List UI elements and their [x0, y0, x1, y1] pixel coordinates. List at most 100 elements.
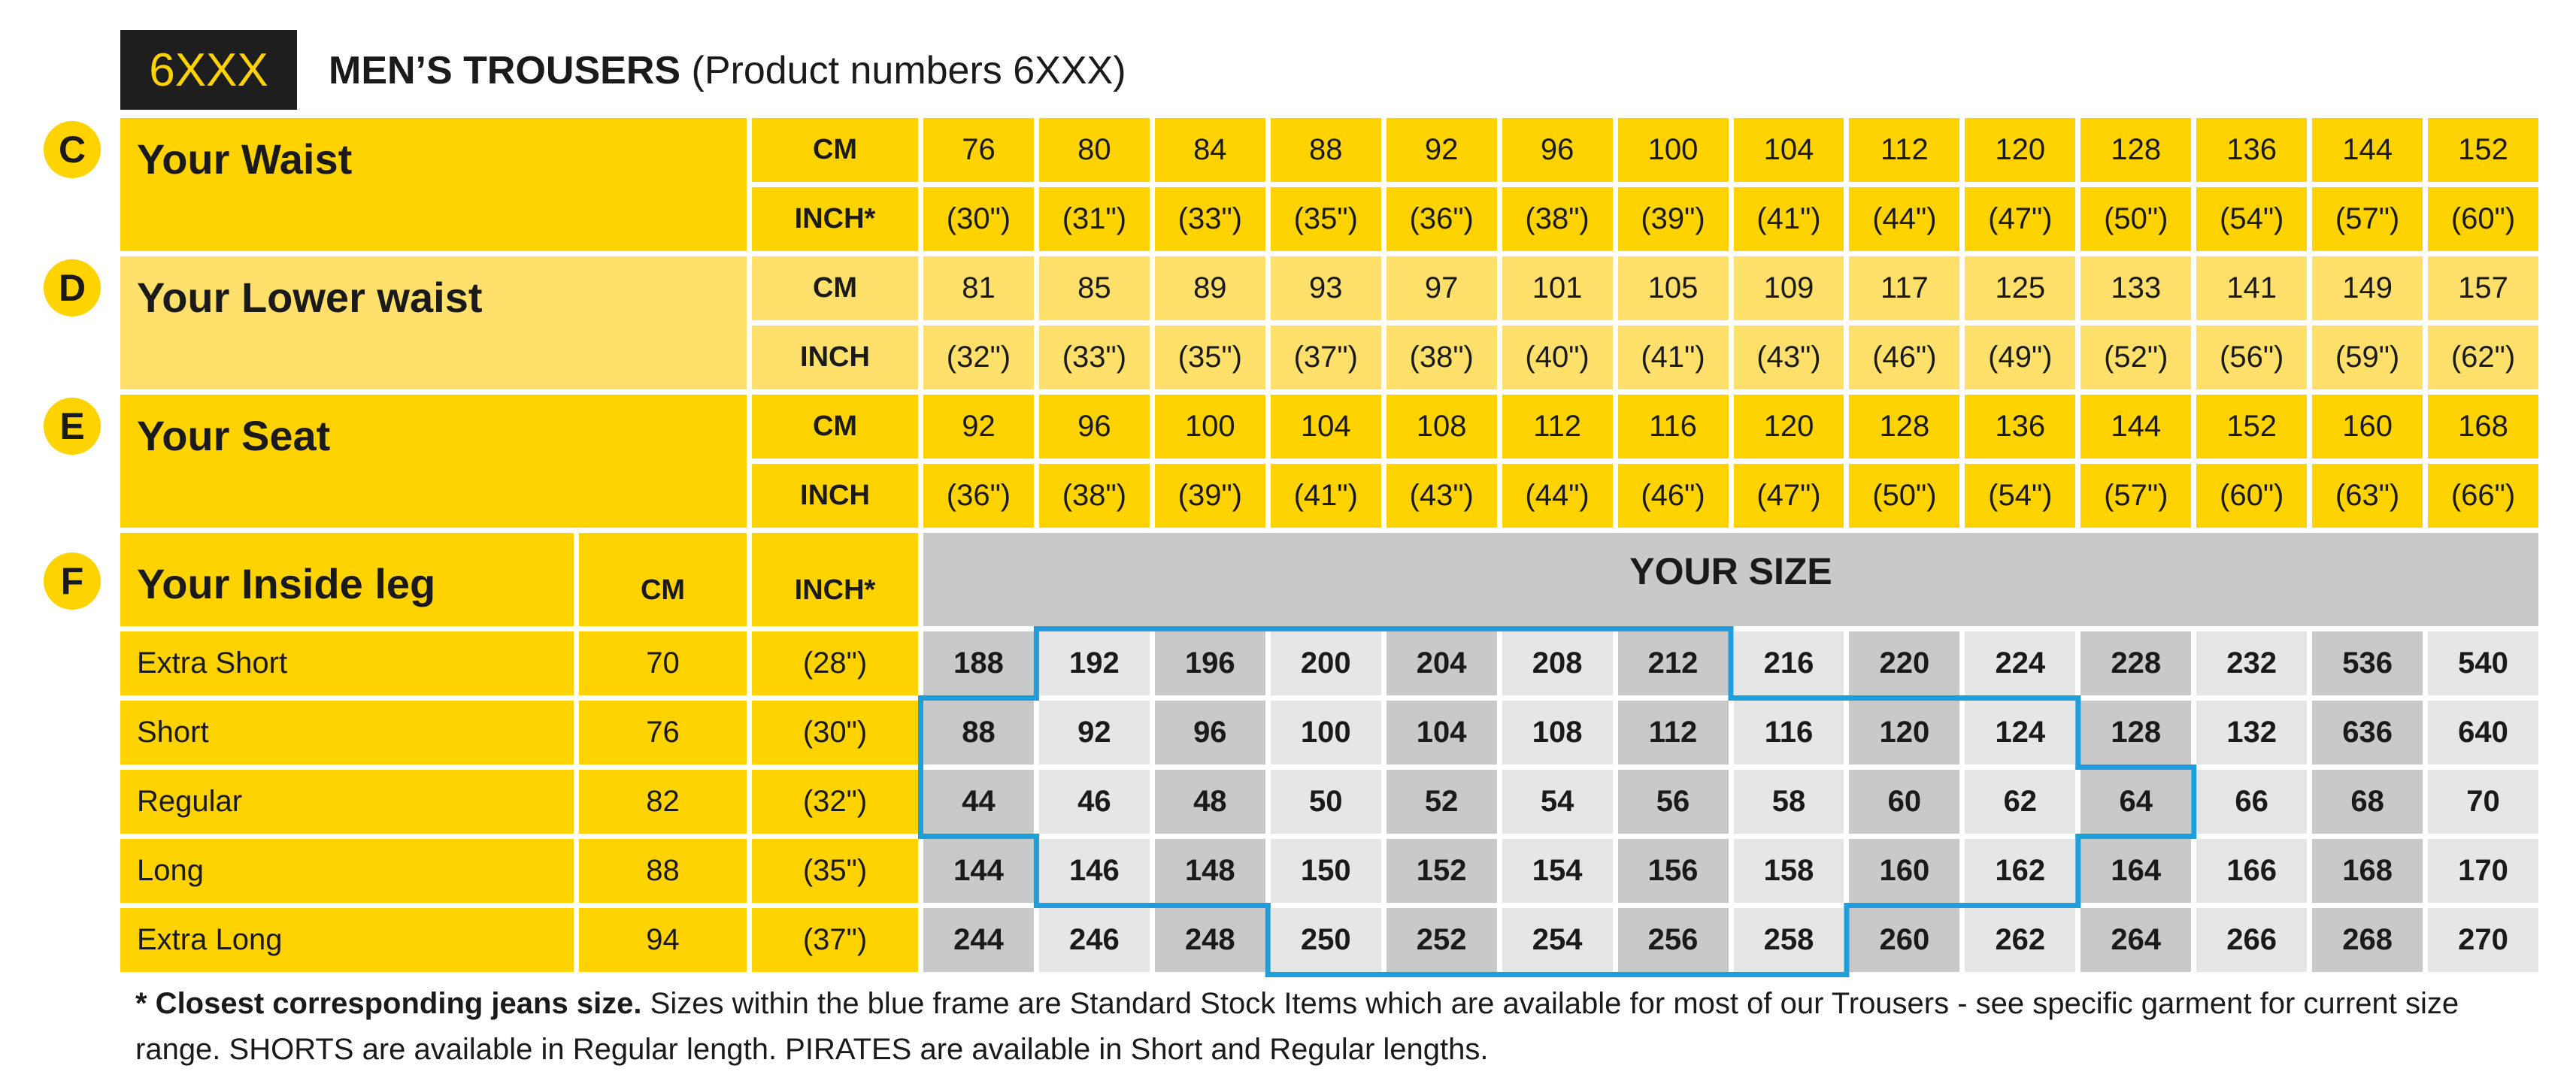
- measure-value: (50"): [2080, 187, 2192, 251]
- unit-label: INCH: [752, 464, 918, 528]
- measure-value: (35"): [1154, 325, 1265, 389]
- measure-value: (63"): [2312, 464, 2423, 528]
- measure-value: 109: [1733, 256, 1844, 320]
- size-cell: 252: [1386, 908, 1497, 972]
- size-cell: 204: [1386, 631, 1497, 695]
- measure-value: (59"): [2312, 325, 2423, 389]
- size-cell: 70: [2428, 770, 2538, 834]
- measure-value: 104: [1733, 118, 1844, 182]
- size-cell: 266: [2196, 908, 2308, 972]
- measure-value: 125: [1965, 256, 2076, 320]
- size-cell: 270: [2428, 908, 2538, 972]
- size-cell: 146: [1038, 839, 1150, 903]
- measure-value: 117: [1849, 256, 1960, 320]
- footnote: * Closest corresponding jeans size. Size…: [135, 981, 2541, 1073]
- measure-value: 85: [1038, 256, 1150, 320]
- size-cell: 56: [1617, 770, 1729, 834]
- size-cell: 216: [1733, 631, 1844, 695]
- leg-inch-value: (35"): [752, 839, 918, 903]
- size-cell: 196: [1154, 631, 1265, 695]
- measure-value: (33"): [1154, 187, 1265, 251]
- size-cell: 150: [1270, 839, 1381, 903]
- size-cell: 160: [1849, 839, 1960, 903]
- measure-label: Your Waist: [120, 118, 747, 251]
- measure-value: 104: [1270, 395, 1381, 459]
- size-cell: 132: [2196, 701, 2308, 765]
- measure-value: 93: [1270, 256, 1381, 320]
- measure-value: 152: [2196, 395, 2308, 459]
- size-cell: 162: [1965, 839, 2076, 903]
- measure-value: (37"): [1270, 325, 1381, 389]
- measure-value: (35"): [1270, 187, 1381, 251]
- measure-value: (62"): [2428, 325, 2538, 389]
- measure-value: (40"): [1502, 325, 1613, 389]
- title-bold: MEN’S TROUSERS: [329, 49, 681, 92]
- page-title: MEN’S TROUSERS (Product numbers 6XXX): [329, 44, 1126, 98]
- leg-cm-value: 76: [579, 701, 747, 765]
- size-cell: 166: [2196, 839, 2308, 903]
- leg-inch-value: (28"): [752, 631, 918, 695]
- measure-value: (39"): [1617, 187, 1729, 251]
- size-cell: 268: [2312, 908, 2423, 972]
- size-cell: 254: [1502, 908, 1613, 972]
- measure-value: 149: [2312, 256, 2423, 320]
- size-cell: 228: [2080, 631, 2192, 695]
- measure-letter-c: C: [44, 121, 101, 178]
- size-cell: 88: [923, 701, 1034, 765]
- measure-label: Your Lower waist: [120, 256, 747, 389]
- inch-header: INCH*: [752, 533, 918, 626]
- size-cell: 260: [1849, 908, 1960, 972]
- leg-cm-value: 82: [579, 770, 747, 834]
- size-cell: 52: [1386, 770, 1497, 834]
- measure-value: 157: [2428, 256, 2538, 320]
- measure-value: 120: [1965, 118, 2076, 182]
- measure-value: 92: [923, 395, 1034, 459]
- size-cell: 124: [1965, 701, 2076, 765]
- size-cell: 100: [1270, 701, 1381, 765]
- measure-value: 133: [2080, 256, 2192, 320]
- measure-value: 144: [2080, 395, 2192, 459]
- measure-letter-d: D: [44, 259, 101, 316]
- size-cell: 50: [1270, 770, 1381, 834]
- size-cell: 192: [1038, 631, 1150, 695]
- leg-length-name: Extra Long: [120, 908, 574, 972]
- measure-value: (41"): [1270, 464, 1381, 528]
- measure-value: 116: [1617, 395, 1729, 459]
- size-cell: 540: [2428, 631, 2538, 695]
- leg-inch-value: (37"): [752, 908, 918, 972]
- measure-value: 144: [2312, 118, 2423, 182]
- size-cell: 54: [1502, 770, 1613, 834]
- size-cell: 96: [1154, 701, 1265, 765]
- measure-value: (46"): [1617, 464, 1729, 528]
- measure-value: 84: [1154, 118, 1265, 182]
- measure-value: 128: [2080, 118, 2192, 182]
- measure-value: 81: [923, 256, 1034, 320]
- size-cell: 164: [2080, 839, 2192, 903]
- size-cell: 120: [1849, 701, 1960, 765]
- size-cell: 200: [1270, 631, 1381, 695]
- measure-value: (41"): [1733, 187, 1844, 251]
- leg-cm-value: 88: [579, 839, 747, 903]
- size-cell: 104: [1386, 701, 1497, 765]
- size-cell: 256: [1617, 908, 1729, 972]
- size-cell: 152: [1386, 839, 1497, 903]
- measure-value: 100: [1617, 118, 1729, 182]
- measure-value: 97: [1386, 256, 1497, 320]
- leg-cm-value: 94: [579, 908, 747, 972]
- size-cell: 64: [2080, 770, 2192, 834]
- leg-inch-value: (30"): [752, 701, 918, 765]
- inside-leg-label: Your Inside leg: [120, 533, 574, 626]
- measure-value: 112: [1502, 395, 1613, 459]
- measure-value: (38"): [1386, 325, 1497, 389]
- size-cell: 112: [1617, 701, 1729, 765]
- measure-value: 136: [2196, 118, 2308, 182]
- measure-letter-f: F: [44, 553, 101, 610]
- size-cell: 154: [1502, 839, 1613, 903]
- size-cell: 108: [1502, 701, 1613, 765]
- unit-label: INCH*: [752, 187, 918, 251]
- footnote-bold: * Closest corresponding jeans size.: [135, 987, 642, 1020]
- size-cell: 158: [1733, 839, 1844, 903]
- measure-value: 96: [1502, 118, 1613, 182]
- measure-label: Your Seat: [120, 395, 747, 528]
- size-cell: 244: [923, 908, 1034, 972]
